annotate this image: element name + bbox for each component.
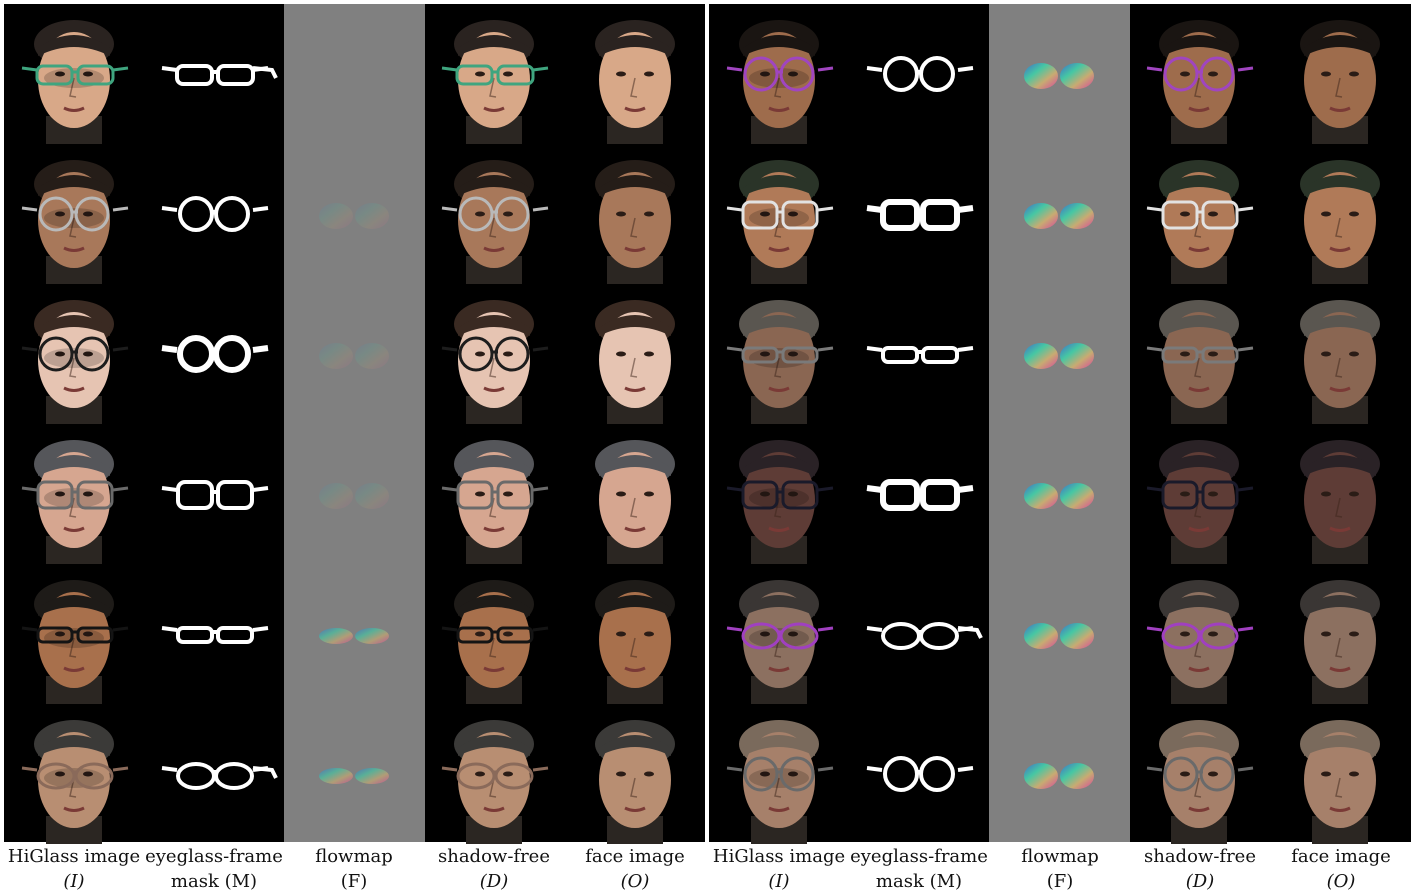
face-image-thumbnail — [1300, 160, 1380, 284]
caption-flowmap-left: flowmap (F) — [315, 846, 393, 892]
eyeglass-frame-mask-thumbnail — [161, 64, 278, 86]
flowmap-thumbnail — [1024, 763, 1094, 789]
face-image-thumbnail — [1300, 580, 1380, 704]
caption-flowmap-right: flowmap (F) — [1021, 846, 1099, 892]
eyeglass-frame-mask-thumbnail — [866, 199, 974, 231]
higlass-image-thumbnail — [726, 20, 834, 144]
face-image-thumbnail — [1300, 720, 1380, 844]
higlass-image-thumbnail — [21, 580, 129, 704]
shadow-free-image-thumbnail — [1146, 300, 1254, 424]
flowmap-thumbnail — [1024, 63, 1094, 89]
face-image-thumbnail — [595, 160, 675, 284]
caption-shadow-free-right: shadow-free (D) — [1144, 846, 1256, 892]
eyeglass-frame-mask-thumbnail — [161, 626, 269, 644]
flowmap-thumbnail — [284, 4, 424, 144]
shadow-free-image-thumbnail — [441, 160, 549, 284]
higlass-image-thumbnail — [21, 20, 129, 144]
flowmap-thumbnail — [1024, 343, 1094, 369]
higlass-image-thumbnail — [21, 720, 129, 844]
eyeglass-frame-mask-thumbnail — [866, 346, 974, 364]
eyeglass-frame-mask-thumbnail — [161, 335, 269, 373]
flowmap-thumbnail — [319, 768, 389, 784]
flowmap-thumbnail — [319, 343, 389, 369]
caption-face-image-right: face image (O) — [1291, 846, 1391, 892]
eyeglass-frame-mask-thumbnail — [161, 196, 269, 232]
caption-shadow-free-left: shadow-free (D) — [438, 846, 550, 892]
flowmap-thumbnail — [319, 203, 389, 229]
shadow-free-image-thumbnail — [441, 580, 549, 704]
caption-eyeglass-mask-right: eyeglass-frame mask (M) — [850, 846, 988, 892]
face-image-thumbnail — [1300, 20, 1380, 144]
flowmap-thumbnail — [1024, 483, 1094, 509]
caption-higlass-image-left: HiGlass image (I) — [7, 846, 141, 892]
higlass-image-thumbnail — [726, 160, 834, 284]
face-image-thumbnail — [595, 720, 675, 844]
eyeglass-frame-mask-thumbnail — [866, 56, 974, 92]
flowmap-thumbnail — [319, 628, 389, 644]
face-image-thumbnail — [1300, 300, 1380, 424]
higlass-image-thumbnail — [726, 300, 834, 424]
shadow-free-image-thumbnail — [1146, 20, 1254, 144]
face-image-thumbnail — [595, 580, 675, 704]
panel-divider — [705, 0, 709, 845]
face-image-thumbnail — [1300, 440, 1380, 564]
eyeglass-frame-mask-thumbnail — [866, 479, 974, 511]
eyeglass-frame-mask-thumbnail — [161, 480, 269, 510]
shadow-free-image-thumbnail — [1146, 160, 1254, 284]
shadow-free-image-thumbnail — [1146, 580, 1254, 704]
shadow-free-image-thumbnail — [1146, 440, 1254, 564]
face-image-thumbnail — [595, 440, 675, 564]
face-image-thumbnail — [595, 20, 675, 144]
left-figure-panel — [4, 4, 705, 844]
higlass-image-thumbnail — [726, 720, 834, 844]
higlass-image-thumbnail — [726, 440, 834, 564]
face-image-thumbnail — [595, 300, 675, 424]
caption-eyeglass-mask-left: eyeglass-frame mask (M) — [145, 846, 283, 892]
shadow-free-image-thumbnail — [1146, 720, 1254, 844]
caption-higlass-image-right: HiGlass image (I) — [712, 846, 846, 892]
higlass-image-thumbnail — [21, 300, 129, 424]
higlass-image-thumbnail — [21, 160, 129, 284]
shadow-free-image-thumbnail — [441, 20, 549, 144]
flowmap-thumbnail — [1024, 623, 1094, 649]
eyeglass-frame-mask-thumbnail — [866, 622, 983, 650]
flowmap-column — [284, 4, 425, 842]
flowmap-column — [989, 4, 1130, 842]
flowmap-thumbnail — [319, 483, 389, 509]
eyeglass-frame-mask-thumbnail — [866, 756, 974, 792]
eyeglass-frame-mask-thumbnail — [161, 762, 278, 790]
shadow-free-image-thumbnail — [441, 300, 549, 424]
flowmap-thumbnail — [1024, 203, 1094, 229]
shadow-free-image-thumbnail — [441, 440, 549, 564]
higlass-image-thumbnail — [21, 440, 129, 564]
right-figure-panel — [709, 4, 1411, 844]
caption-face-image-left: face image (O) — [585, 846, 685, 892]
higlass-image-thumbnail — [726, 580, 834, 704]
shadow-free-image-thumbnail — [441, 720, 549, 844]
